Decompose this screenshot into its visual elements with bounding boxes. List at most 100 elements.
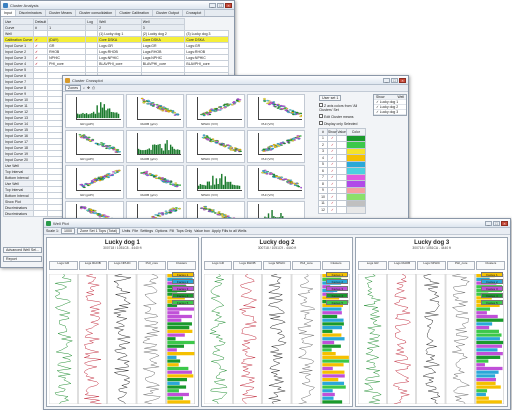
- well-row[interactable]: ✓ Lucky dog 1: [374, 100, 406, 105]
- facies-chip[interactable]: Facies 2: [171, 279, 194, 284]
- table-row[interactable]: Input Curve 1 ✓ GR Logs:GR Logs:GR Logs:GR: [2, 42, 229, 49]
- histogram-plot[interactable]: GR (gAPI): [65, 94, 124, 128]
- well-row[interactable]: ✓ Lucky dog 2: [374, 105, 406, 110]
- use-cell[interactable]: [33, 210, 49, 217]
- facies-chip[interactable]: Facies 5: [326, 300, 349, 305]
- facies-chip[interactable]: Facies 5: [481, 300, 504, 305]
- histogram-plot[interactable]: NPHIC (V/V): [186, 165, 245, 199]
- minimize-button[interactable]: _: [383, 77, 390, 83]
- axis-label: PHI (V/V): [261, 157, 275, 161]
- crossplot-options: User set 1 Z axis colors from 'All Clust…: [313, 94, 408, 234]
- tab-item[interactable]: Cluster Calibration: [116, 10, 153, 16]
- toolbar-item[interactable]: Zone Set 1 Tops (Total): [77, 228, 121, 234]
- well-panel[interactable]: Lucky dog 1 300718 / 1051C8 - 4440 ft Logs…: [46, 237, 199, 407]
- print-icon[interactable]: ⎙: [92, 86, 95, 90]
- cluster-number: 12: [318, 206, 328, 214]
- maximize-button[interactable]: □: [493, 220, 500, 226]
- tab-item[interactable]: Discriminators: [16, 10, 46, 16]
- close-button[interactable]: ×: [399, 77, 406, 83]
- scatter-plot[interactable]: NPHIC (V/V): [186, 94, 245, 128]
- facies-chip[interactable]: Facies 5: [171, 300, 194, 305]
- scatter-plot[interactable]: NPHIC (V/V): [186, 129, 245, 163]
- legend-row[interactable]: 2 ✓: [318, 141, 366, 149]
- well-row[interactable]: ✓ Lucky dog 3: [374, 110, 406, 115]
- report-button[interactable]: Report: [3, 256, 43, 262]
- show-check[interactable]: ✓: [326, 206, 338, 214]
- title-bar[interactable]: Well Plot _ □ ×: [44, 219, 510, 228]
- toolbar-item[interactable]: Fill: [169, 229, 175, 233]
- legend-row[interactable]: 6 ✓: [318, 167, 366, 175]
- tab-item[interactable]: Cluster Means: [46, 10, 76, 16]
- toolbar-item[interactable]: Apply Fills to all Wells: [211, 229, 247, 233]
- scatter-plot[interactable]: GR (gAPI): [65, 165, 124, 199]
- toolbar: Scale 1: 1000 Zone Set 1 Tops (Total) Units…: [44, 228, 510, 235]
- facies-chip[interactable]: Facies 3: [171, 286, 194, 291]
- facies-chip[interactable]: Facies 3: [326, 286, 349, 291]
- facies-chip[interactable]: Facies 1: [481, 272, 504, 277]
- facies-chip[interactable]: Facies 1: [171, 272, 194, 277]
- maximize-button[interactable]: □: [391, 77, 398, 83]
- scatter-plot[interactable]: RHOB (g/cc): [125, 165, 184, 199]
- facies-chip[interactable]: Facies 3: [481, 286, 504, 291]
- table-row[interactable]: Input Curve 3 ✓ NPHIC Logs:NPHIC Logs:NPHIC L…: [2, 54, 229, 61]
- well-panel[interactable]: Lucky dog 3 300718 / 1051CA - 4440 ft Logs…: [355, 237, 509, 407]
- close-button[interactable]: ×: [225, 2, 232, 8]
- edit-means-checkbox[interactable]: [319, 114, 323, 118]
- toolbar-item[interactable]: Options: [155, 229, 168, 233]
- tab-item[interactable]: Cluster consolidation: [76, 10, 117, 16]
- plot-marks: [139, 170, 181, 188]
- facies-chip[interactable]: Facies 4: [171, 293, 194, 298]
- title-bar[interactable]: Cluster Crossplot _ □ ×: [63, 76, 408, 85]
- zones-dropdown[interactable]: Zones: [65, 85, 81, 91]
- toolbar-item[interactable]: Units: [122, 229, 131, 233]
- close-button[interactable]: ×: [501, 220, 508, 226]
- maximize-button[interactable]: □: [217, 2, 224, 8]
- pan-icon[interactable]: ✥: [87, 86, 91, 90]
- advanced-well-select-button[interactable]: Advanced Well Sel...: [3, 247, 43, 253]
- scatter-plot[interactable]: PHI (V/V): [246, 94, 305, 128]
- minimize-button[interactable]: _: [485, 220, 492, 226]
- facies-chip[interactable]: Facies 2: [481, 279, 504, 284]
- plot-marks: [137, 139, 180, 154]
- row-label: Discriminators: [2, 210, 35, 217]
- track-header: PHI_core: [446, 261, 476, 270]
- toolbar-item[interactable]: Value box: [194, 229, 210, 233]
- display-selected-checkbox[interactable]: [319, 121, 323, 125]
- tab-item[interactable]: Input: [1, 10, 16, 16]
- user-set-select[interactable]: User set 1: [319, 95, 342, 101]
- minimize-button[interactable]: _: [209, 2, 216, 8]
- facies-chip[interactable]: Facies 1: [326, 272, 349, 277]
- toolbar-item[interactable]: Tops Only: [176, 229, 193, 233]
- histogram-plot[interactable]: RHOB (g/cc): [125, 129, 184, 163]
- facies-chip[interactable]: Facies 4: [481, 293, 504, 298]
- facies-chip[interactable]: Facies 2: [326, 279, 349, 284]
- facies-chip[interactable]: Facies 4: [326, 293, 349, 298]
- z-axis-checkbox[interactable]: [319, 103, 323, 107]
- tab-item[interactable]: Crossplot: [183, 10, 206, 16]
- table-row[interactable]: Well (1) Lucky dog 1 (2) Lucky dog 2 (3) Lu…: [2, 30, 229, 37]
- scatter-plot[interactable]: PHI (V/V): [246, 165, 305, 199]
- table-row[interactable]: Input Curve 4 ✓ PHI_core BLAVPHI_core BLAVPH…: [2, 60, 229, 67]
- app-icon: [46, 220, 51, 226]
- legend-row[interactable]: 12 ✓: [318, 206, 366, 214]
- value-cell[interactable]: [336, 206, 347, 214]
- well-name: Lucky dog 2: [259, 240, 295, 246]
- tab-item[interactable]: Cluster Output: [153, 10, 184, 16]
- toolbar-item[interactable]: Settings: [140, 229, 154, 233]
- show-header: Show: [376, 95, 385, 99]
- well-header: Well: [397, 95, 404, 99]
- window-title: Well Plot: [53, 220, 69, 226]
- toolbar-item[interactable]: 1000: [61, 228, 75, 234]
- scatter-plot[interactable]: GR (gAPI): [65, 129, 124, 163]
- toolbar-item[interactable]: Scale 1:: [46, 229, 59, 233]
- track-header: Logs GR: [358, 261, 387, 270]
- color-swatch[interactable]: [345, 206, 366, 214]
- toolbar-item[interactable]: File: [132, 229, 139, 233]
- edit-means-label: Edit Cluster means: [323, 115, 354, 119]
- zoom-icon[interactable]: ⌕: [83, 86, 86, 90]
- well-panel[interactable]: Lucky dog 2 300718 / 1051C9 - 4440 ft Logs…: [200, 237, 354, 407]
- scatter-plot[interactable]: RHOB (g/cc): [125, 94, 184, 128]
- title-bar[interactable]: Cluster Analysis _ □ ×: [1, 1, 234, 10]
- legend-row[interactable]: 8 ✓: [318, 180, 366, 188]
- scatter-plot[interactable]: PHI (V/V): [246, 129, 305, 163]
